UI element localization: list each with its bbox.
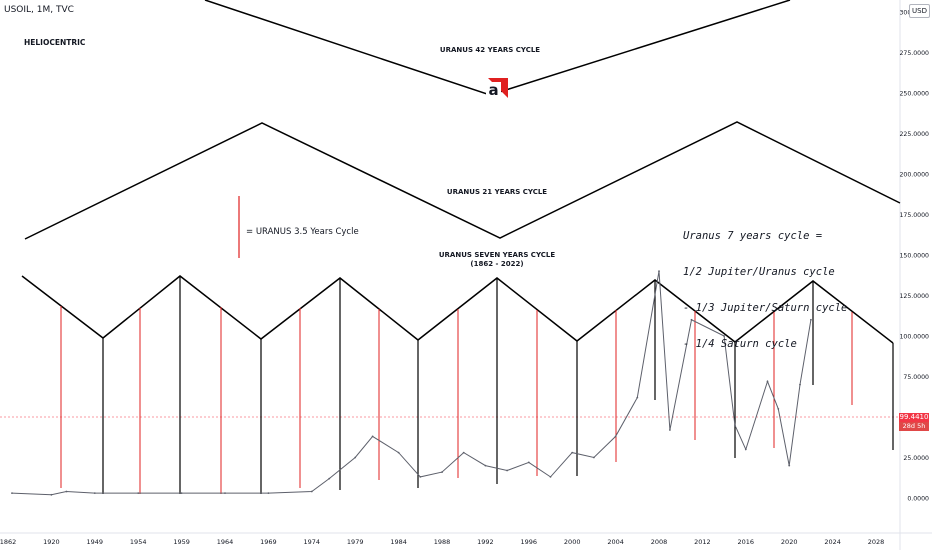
price-point <box>441 471 443 473</box>
uranus-35-label: = URANUS 3.5 Years Cycle <box>246 227 359 237</box>
price-point <box>669 429 671 431</box>
note-line: - 1/3 Jupiter/Saturn cycle <box>683 302 848 314</box>
price-tick-label: 175.0000 <box>899 212 929 219</box>
price-point <box>310 490 313 493</box>
price-point <box>766 380 769 383</box>
price-point <box>93 492 96 494</box>
cycle-note: Uranus 7 years cycle = 1/2 Jupiter/Uranu… <box>683 206 847 374</box>
brand-logo: a <box>484 78 508 100</box>
price-tick-label: 150.0000 <box>899 253 929 260</box>
time-tick-label: 2024 <box>824 538 841 546</box>
price-tick-label: 25.0000 <box>903 455 929 462</box>
price-point <box>11 492 13 494</box>
price-point <box>180 492 183 494</box>
price-point <box>614 435 617 438</box>
time-tick-label: 2000 <box>564 538 581 546</box>
time-tick-label: 1974 <box>304 538 321 546</box>
price-point <box>224 492 226 494</box>
price-point <box>462 451 465 454</box>
time-tick-label: 2004 <box>607 538 624 546</box>
price-point <box>593 456 595 459</box>
price-point <box>328 477 331 480</box>
price-point <box>267 492 270 494</box>
time-tick-label: 1964 <box>217 538 234 546</box>
current-price-tag: 99.4410 <box>899 413 929 422</box>
price-point <box>690 318 693 321</box>
price-point <box>65 490 68 493</box>
time-tick-label: 1862 <box>0 538 16 546</box>
price-point <box>777 408 780 410</box>
time-tick-label: 1988 <box>434 538 451 546</box>
price-point <box>658 270 660 273</box>
price-point <box>354 456 357 459</box>
price-point <box>788 464 791 467</box>
price-tick-label: 0.0000 <box>907 496 929 503</box>
uranus-7-title: URANUS SEVEN YEARS CYCLE <box>439 251 556 259</box>
time-tick-label: 1979 <box>347 538 364 546</box>
price-point <box>571 451 574 454</box>
time-tick-label: 2008 <box>651 538 668 546</box>
price-point <box>810 318 812 321</box>
price-tick-label: 125.0000 <box>899 293 929 300</box>
price-point <box>549 476 552 478</box>
time-axis: 1862 1920 1949 1954 1959 1964 1969 1974 1979 1984… <box>0 538 884 546</box>
price-tick-label: 225.0000 <box>899 131 929 138</box>
time-tick-label: 1920 <box>43 538 60 546</box>
currency-badge[interactable]: USD <box>909 4 930 18</box>
bar-countdown: 28d 5h <box>899 422 929 431</box>
time-tick-label: 2020 <box>781 538 798 546</box>
price-tick-label: 250.0000 <box>899 91 929 98</box>
price-point <box>723 335 725 337</box>
price-tick-label: 275.0000 <box>899 50 929 57</box>
price-tick-label: 75.0000 <box>903 374 929 381</box>
time-tick-label: 1992 <box>477 538 494 546</box>
price-point <box>397 451 400 454</box>
logo-letter: a <box>488 81 498 99</box>
price-tick-label: 100.0000 <box>899 334 929 341</box>
time-tick-label: 1959 <box>173 538 190 546</box>
price-point <box>744 448 747 451</box>
price-point <box>506 469 508 472</box>
cycle-verticals <box>102 276 894 494</box>
price-point <box>137 492 140 494</box>
price-point <box>419 476 422 478</box>
time-tick-label: 1949 <box>87 538 104 546</box>
uranus-21-label: URANUS 21 YEARS CYCLE <box>447 188 547 196</box>
price-point <box>484 464 487 467</box>
time-tick-label: 1954 <box>130 538 147 546</box>
price-point <box>371 435 374 438</box>
note-line: 1/2 Jupiter/Uranus cycle <box>683 266 835 278</box>
time-tick-label: 2012 <box>694 538 711 546</box>
time-tick-label: 2016 <box>738 538 755 546</box>
price-point <box>527 461 530 464</box>
time-tick-label: 1969 <box>260 538 277 546</box>
uranus-21-cycle-line <box>24 121 901 240</box>
note-line: - 1/4 Saturn cycle <box>683 338 797 350</box>
price-tick-label: 200.0000 <box>899 172 929 179</box>
price-point <box>799 383 801 386</box>
symbol-header[interactable]: USOIL, 1M, TVC <box>4 5 74 15</box>
note-line: Uranus 7 years cycle = <box>683 230 823 242</box>
uranus-42-label: URANUS 42 YEARS CYCLE <box>440 46 540 54</box>
price-point <box>734 424 736 426</box>
time-tick-label: 1984 <box>390 538 407 546</box>
time-tick-label: 2028 <box>868 538 885 546</box>
price-point <box>50 493 53 496</box>
price-point <box>636 396 639 399</box>
time-tick-label: 1996 <box>521 538 538 546</box>
uranus-7-range: (1862 - 2022) <box>470 260 523 268</box>
price-series <box>11 270 812 496</box>
heliocentric-label: HELIOCENTRIC <box>24 38 86 47</box>
